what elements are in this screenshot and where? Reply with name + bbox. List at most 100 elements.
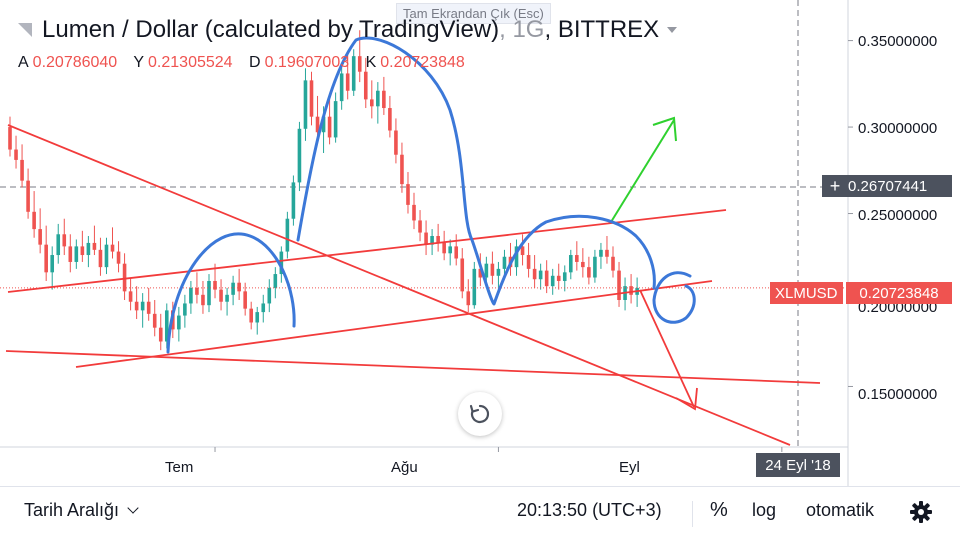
candle-body [177,315,181,330]
candle-body [140,301,145,311]
collapse-icon[interactable] [18,23,32,37]
candle-body [158,327,163,342]
close-label: K [365,54,377,71]
candle-body [321,116,326,133]
candle-body [388,108,392,131]
candle-body [122,263,127,292]
reset-chart-button[interactable] [458,392,502,436]
fullscreen-tooltip: Tam Ekrandan Çık (Esc) [396,3,551,24]
plus-icon[interactable]: + [829,175,841,196]
candle-body [430,236,434,245]
candle-body [327,116,332,138]
price-tick-label: 0.15000000 [858,386,938,403]
candle-body [339,73,344,102]
candle-body [333,101,338,138]
symbol-tag: XLMUSD [770,282,843,304]
low-value: 0.19607003 [264,54,350,71]
candle-body [382,90,386,109]
candle-body [116,251,121,264]
candle-body [370,99,374,107]
candle-body [514,246,519,268]
candle-body [86,242,91,256]
open-label: A [18,54,29,71]
ohlc-legend: A 0.20786040 Y 0.21305524 D 0.19607003 K 0.2… [18,54,477,72]
candle-series [0,30,848,351]
candle-body [460,258,465,292]
candle-body [32,211,36,230]
candle-body [303,80,308,129]
candle-body [195,287,199,295]
candle-body [68,246,73,262]
candle-body [454,246,459,259]
close-value: 0.20723848 [380,54,465,71]
candle-body [568,255,573,273]
candle-body [249,308,253,323]
candle-body [406,184,410,205]
candle-body [261,303,266,313]
candle-body [110,244,115,252]
candle-body [285,218,290,252]
high-value: 0.21305524 [148,54,233,71]
chart-grid [0,0,960,486]
candle-body [315,116,320,133]
candle-body [62,234,67,247]
settings-button[interactable] [908,499,934,525]
candle-body [152,313,157,328]
exchange-label: , BITTREX [544,16,660,43]
candle-body [436,236,440,243]
chevron-down-icon[interactable] [667,27,678,33]
arrow-down-shaft [639,289,695,408]
gear-icon [910,501,932,523]
candle-body [376,90,380,107]
candle-body [581,261,585,268]
arrow-up-shaft [610,119,675,223]
symbol-title: Lumen / Dollar (calculated by TradingVie… [42,16,500,43]
candle-body [617,270,621,300]
crosshair-date-label: 24 Eyl '18 [756,453,840,477]
auto-scale-button[interactable]: otomatik [806,500,875,520]
time-tick-label: Eyl [619,459,640,476]
candle-body [50,255,55,273]
candle-body [496,268,501,276]
symbol-header[interactable]: Lumen / Dollar (calculated by TradingVie… [18,16,678,44]
candle-body [146,301,151,314]
candle-body [207,280,211,306]
trendline-support [5,350,821,384]
time-tick-label: Tem [165,459,194,476]
trendline-upper-channel [7,209,727,293]
bottom-toolbar: Tarih Aralığı 20:13:50 (UTC+3) % log oto… [0,486,960,541]
price-tick-label: 0.30000000 [858,120,938,137]
log-scale-button[interactable]: log [752,500,777,520]
percent-scale-button[interactable]: % [710,499,728,521]
candle-body [593,256,597,278]
last-price-tag: 0.20723848 [846,282,952,304]
candle-body [575,255,579,262]
candle-body [134,301,139,311]
candle-body [484,263,489,278]
candle-body [629,286,633,295]
trendline-lower-channel [75,280,713,368]
candle-body [599,249,603,257]
candle-body [351,56,356,91]
time-tick-label: Ağu [391,459,418,476]
candle-body [213,280,217,290]
candle-body [357,56,362,72]
candle-body [255,312,260,323]
candle-body [231,282,235,295]
price-tick-label: 0.35000000 [858,33,938,50]
clock-display[interactable]: 20:13:50 (UTC+3) [517,500,662,520]
candle-body [424,232,428,245]
candle-body [502,256,507,269]
candle-body [201,294,205,306]
candle-body [562,272,567,281]
price-axis-area [848,0,960,486]
candle-body [605,249,609,257]
freehand-double-hump [296,36,656,306]
date-range-button[interactable]: Tarih Aralığı [24,500,139,521]
crosshair-price-label[interactable]: + 0.26707441 [822,175,952,197]
candle-body [442,242,446,254]
price-chart[interactable] [0,0,960,486]
candle-body [26,180,30,212]
candle-body [363,71,368,100]
candle-body [448,246,452,254]
